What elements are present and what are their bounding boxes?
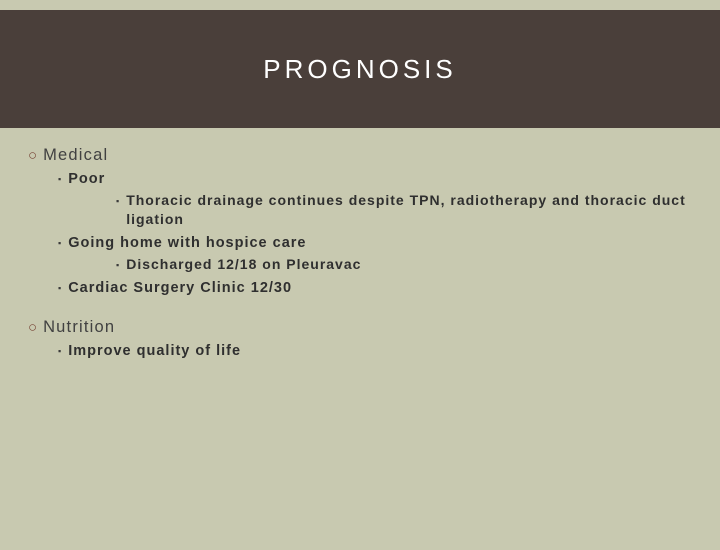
square-bullet-icon: ▪	[116, 260, 119, 270]
section-label: Nutrition	[43, 318, 115, 337]
subitem-text: Discharged 12/18 on Pleuravac	[126, 255, 361, 274]
item-label: Improve quality of life	[68, 343, 241, 359]
section-medical: ○ Medical ▪ Poor ▪ Thoracic drainage con…	[28, 146, 692, 296]
list-item: ▪ Poor ▪ Thoracic drainage continues des…	[58, 171, 692, 229]
item-label: Cardiac Surgery Clinic 12/30	[68, 280, 292, 296]
square-bullet-icon: ▪	[58, 283, 61, 293]
ring-bullet-icon: ○	[28, 147, 37, 164]
list-subitem: ▪ Discharged 12/18 on Pleuravac	[116, 255, 692, 274]
ring-bullet-icon: ○	[28, 319, 37, 336]
item-label: Poor	[68, 171, 105, 187]
slide-title: PROGNOSIS	[263, 54, 456, 85]
list-item: ▪ Going home with hospice care ▪ Dischar…	[58, 235, 692, 274]
square-bullet-icon: ▪	[58, 238, 61, 248]
subitem-text: Thoracic drainage continues despite TPN,…	[126, 191, 692, 229]
list-subitem: ▪ Thoracic drainage continues despite TP…	[116, 191, 692, 229]
list-item: ▪ Cardiac Surgery Clinic 12/30	[58, 280, 692, 296]
title-band: PROGNOSIS	[0, 10, 720, 128]
square-bullet-icon: ▪	[116, 196, 119, 206]
square-bullet-icon: ▪	[58, 346, 61, 356]
section-label: Medical	[43, 146, 108, 165]
section-nutrition: ○ Nutrition ▪ Improve quality of life	[28, 318, 692, 359]
list-item: ▪ Improve quality of life	[58, 343, 692, 359]
square-bullet-icon: ▪	[58, 174, 61, 184]
item-label: Going home with hospice care	[68, 235, 306, 251]
slide-content: ○ Medical ▪ Poor ▪ Thoracic drainage con…	[0, 128, 720, 359]
